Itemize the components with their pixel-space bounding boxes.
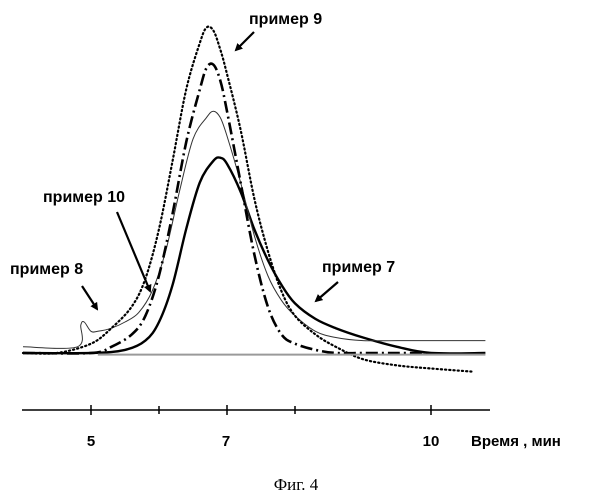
series-line-example-10 [23, 64, 431, 354]
x-tick-label-7: 7 [222, 433, 230, 450]
annotation-primer-10-arrow [117, 212, 150, 291]
annotation-primer-9: пример 9 [236, 11, 322, 50]
x-tick-label-5: 5 [87, 433, 95, 450]
annotation-primer-10-label: пример 10 [43, 189, 125, 206]
annotation-primer-8: пример 8 [10, 261, 97, 309]
annotation-primer-8-label: пример 8 [10, 261, 83, 278]
annotation-primer-7-arrow [316, 282, 338, 301]
x-axis-title: Время , мин [471, 433, 561, 450]
annotation-primer-7-label: пример 7 [322, 259, 395, 276]
figure-caption: Фиг. 4 [274, 475, 319, 494]
annotation-primer-9-arrow [236, 32, 254, 50]
x-axis [22, 405, 490, 415]
annotation-primer-8-arrow [82, 286, 97, 309]
annotation-primer-7: пример 7 [316, 259, 395, 301]
x-tick-label-10: 10 [423, 433, 440, 450]
annotation-primer-9-label: пример 9 [249, 11, 322, 28]
